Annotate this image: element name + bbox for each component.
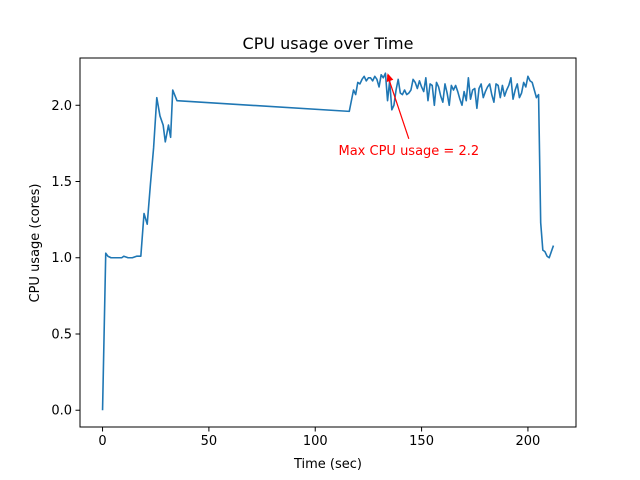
y-tick-label: 1.0 [51,251,72,266]
plot-area: 0 50 100 150 200 0.0 0.5 1.0 1.5 2.0 Max CPU usage… [51,57,577,449]
x-tick-label: 100 [303,434,328,449]
y-tick-label: 2.0 [51,99,72,114]
series-line-0 [101,72,555,411]
y-axis-label: CPU usage (cores) [28,184,43,303]
annotation-arrow-line [386,75,410,140]
x-axis-label: Time (sec) [293,457,362,472]
y-tick-label: 0.5 [51,327,72,342]
axes-frame [79,57,577,428]
y-tick-label: 1.5 [51,175,72,190]
x-tick-label: 150 [409,434,434,449]
annotation-arrow-head [386,73,394,82]
y-tick-label: 0.0 [51,404,72,419]
x-tick-label: 50 [201,434,218,449]
x-tick-label: 0 [98,434,106,449]
chart-title: CPU usage over Time [243,34,414,53]
annotation-text: Max CPU usage = 2.2 [339,144,480,159]
x-tick-label: 200 [516,434,541,449]
